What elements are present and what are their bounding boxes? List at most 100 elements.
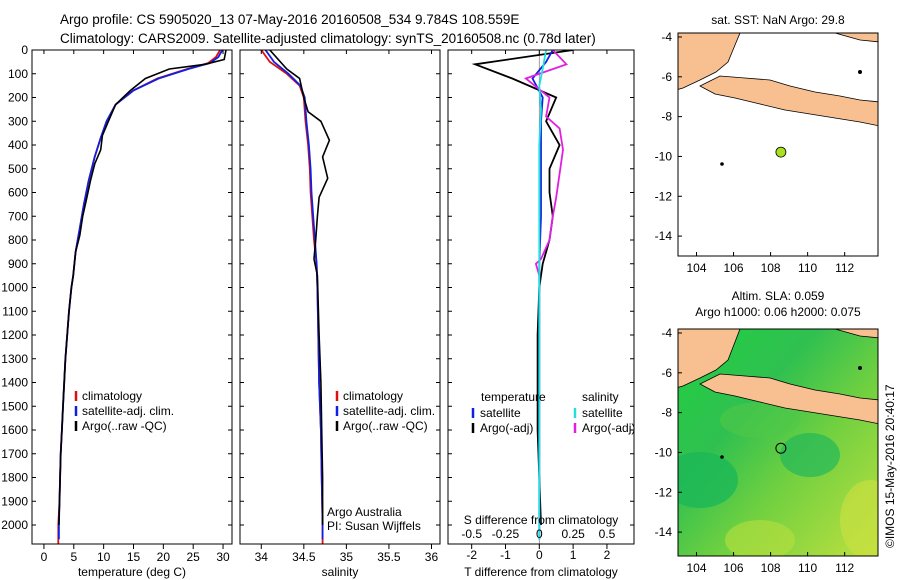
salinity-series-group bbox=[260, 50, 331, 544]
sst-map-title: sat. SST: NaN Argo: 29.8 bbox=[711, 13, 845, 27]
difference-legend-label: Argo(-adj) bbox=[582, 421, 635, 435]
sla-map-subtitle: Argo h1000: 0.06 h2000: 0.075 bbox=[695, 305, 861, 319]
difference-series-salinity-satellite bbox=[538, 50, 547, 540]
map_sst-lat-tick-label: -14 bbox=[655, 229, 673, 243]
difference-series-temperature-argo-adj- bbox=[471, 50, 574, 526]
figure-title-line2: Climatology: CARS2009. Satellite-adjuste… bbox=[60, 31, 596, 46]
salinity-xtick-label: 35.5 bbox=[377, 550, 401, 564]
difference-legend-label: satellite bbox=[480, 406, 521, 420]
temperature-ytick-label: 1700 bbox=[1, 447, 28, 461]
map_sla-lon-tick-label: 112 bbox=[835, 561, 854, 575]
temperature-ytick-label: 200 bbox=[8, 91, 28, 105]
temperature-series-climatology bbox=[57, 50, 221, 544]
salinity-xlabel: salinity bbox=[322, 565, 359, 579]
difference-series-group bbox=[471, 50, 574, 540]
temperature-ytick-label: 1600 bbox=[1, 423, 28, 437]
temperature-ytick-label: 400 bbox=[8, 138, 28, 152]
temperature-ytick-label: 900 bbox=[8, 257, 28, 271]
temperature-xtick-label: 25 bbox=[187, 550, 201, 564]
temperature-ytick-label: 1900 bbox=[1, 494, 28, 508]
java-land bbox=[699, 75, 878, 127]
salinity-annotation: PI: Susan Wijffels bbox=[327, 519, 421, 533]
temperature-ytick-label: 1000 bbox=[1, 281, 28, 295]
difference-s-tick-label: -0.25 bbox=[492, 527, 520, 541]
temperature-series-group bbox=[57, 50, 227, 544]
float-position-marker bbox=[775, 146, 787, 158]
map_sst-lat-tick-label: -6 bbox=[661, 70, 672, 84]
difference-series-salinity-argo-adj- bbox=[523, 50, 569, 276]
map_sla-lat-tick-label: -8 bbox=[661, 406, 672, 420]
temperature-ytick-label: 1400 bbox=[1, 376, 28, 390]
difference-legend-label: Argo(-adj) bbox=[480, 421, 533, 435]
temperature-frame bbox=[31, 49, 233, 545]
sla-high-patch bbox=[725, 520, 795, 556]
borneo-coast bbox=[834, 33, 878, 43]
temperature-xlabel: temperature (deg C) bbox=[78, 565, 186, 579]
salinity-legend-label: Argo(..raw -QC) bbox=[343, 419, 428, 433]
map_sst-lon-tick-label: 104 bbox=[687, 261, 707, 275]
salinity-xtick-label: 35 bbox=[340, 550, 354, 564]
map_sla-lon-tick-label: 104 bbox=[687, 561, 707, 575]
map_sst-lon-tick-label: 110 bbox=[798, 261, 817, 275]
temperature-ytick-label: 500 bbox=[8, 162, 28, 176]
map_sla-lat-tick-label: -12 bbox=[655, 485, 673, 499]
map_sst-lon-tick-label: 106 bbox=[724, 261, 744, 275]
difference-panel: -2 -1 0 1 2 -0.5 -0.25 0 0.25 0.5S difference fro… bbox=[447, 49, 635, 579]
temperature-xtick-label: 0 bbox=[41, 550, 48, 564]
salinity-legend-label: climatology bbox=[343, 389, 403, 403]
temperature-ytick-label: 1500 bbox=[1, 399, 28, 413]
salinity-series-climatology bbox=[260, 50, 324, 544]
sla-map-frame bbox=[677, 328, 879, 557]
sst-map-panel: sat. SST: NaN Argo: 29.8 104 106 108 110 112… bbox=[655, 13, 879, 275]
temperature-ytick-label: 700 bbox=[8, 209, 28, 223]
difference-xtick-label: -2 bbox=[466, 548, 477, 562]
salinity-series-argo-raw-qc- bbox=[269, 50, 331, 525]
map_sla-lon-tick-label: 106 bbox=[724, 561, 744, 575]
small-island-marker bbox=[858, 366, 862, 370]
temperature-legend-label: Argo(..raw -QC) bbox=[82, 419, 167, 433]
figure-title-line1: Argo profile: CS 5905020_13 07-May-2016 … bbox=[60, 12, 519, 27]
map_sla-lat-tick-label: -6 bbox=[661, 366, 672, 380]
difference-legend-heading: salinity bbox=[582, 390, 619, 404]
difference-s-tick-label: -0.5 bbox=[461, 527, 482, 541]
sla-mid-patch bbox=[720, 402, 800, 438]
difference-s-tick-label: 0.25 bbox=[561, 527, 585, 541]
temperature-ytick-label: 1300 bbox=[1, 352, 28, 366]
temperature-ytick-label: 300 bbox=[8, 114, 28, 128]
difference-s-xlabel: S difference from climatology bbox=[464, 513, 619, 527]
difference-xtick-label: -1 bbox=[500, 548, 511, 562]
temperature-series-argo-raw-qc- bbox=[58, 50, 227, 526]
map_sla-lon-tick-label: 108 bbox=[761, 561, 781, 575]
map_sla-lon-tick-label: 110 bbox=[798, 561, 817, 575]
difference-xtick-label: 2 bbox=[604, 548, 611, 562]
difference-legend-label: satellite bbox=[582, 406, 623, 420]
temperature-ytick-label: 100 bbox=[8, 67, 28, 81]
temperature-ytick-label: 600 bbox=[8, 186, 28, 200]
temperature-ytick-label: 1100 bbox=[2, 304, 28, 318]
sla-map-panel: Altim. SLA: 0.059 Argo h1000: 0.06 h2000… bbox=[655, 289, 879, 575]
map_sst-lat-tick-label: -8 bbox=[661, 110, 672, 124]
temperature-xtick-label: 30 bbox=[216, 550, 230, 564]
difference-xtick-label: 0 bbox=[536, 548, 543, 562]
sst-map-frame bbox=[677, 32, 879, 257]
temperature-ytick-label: 0 bbox=[21, 43, 28, 57]
map_sla-lat-tick-label: -10 bbox=[655, 445, 673, 459]
sla-low-patch bbox=[678, 452, 738, 508]
temperature-series-satellite-adj-clim- bbox=[58, 50, 224, 540]
temperature-legend-label: satellite-adj. clim. bbox=[82, 404, 174, 418]
salinity-series-satellite-adj-clim- bbox=[264, 50, 324, 540]
difference-series-temperature-satellite bbox=[531, 50, 554, 540]
salinity-panel: 34 34.5 35 35.5 36 salinity climatologysatelli… bbox=[239, 49, 441, 579]
sla-low-patch bbox=[780, 433, 840, 477]
temperature-xtick-label: 20 bbox=[157, 550, 171, 564]
salinity-xtick-label: 34.5 bbox=[292, 550, 316, 564]
map_sla-lat-tick-label: -14 bbox=[655, 525, 673, 539]
java-land bbox=[699, 373, 878, 425]
temperature-ytick-label: 1800 bbox=[1, 471, 28, 485]
sla-high-patch bbox=[840, 480, 878, 556]
difference-s-tick-label: 0.5 bbox=[599, 527, 616, 541]
difference-legend-heading: temperature bbox=[481, 390, 546, 404]
temperature-panel: 0 5 10 15 20 25 300100200300400500600700800900… bbox=[1, 43, 233, 579]
map_sst-lat-tick-label: -12 bbox=[655, 189, 673, 203]
